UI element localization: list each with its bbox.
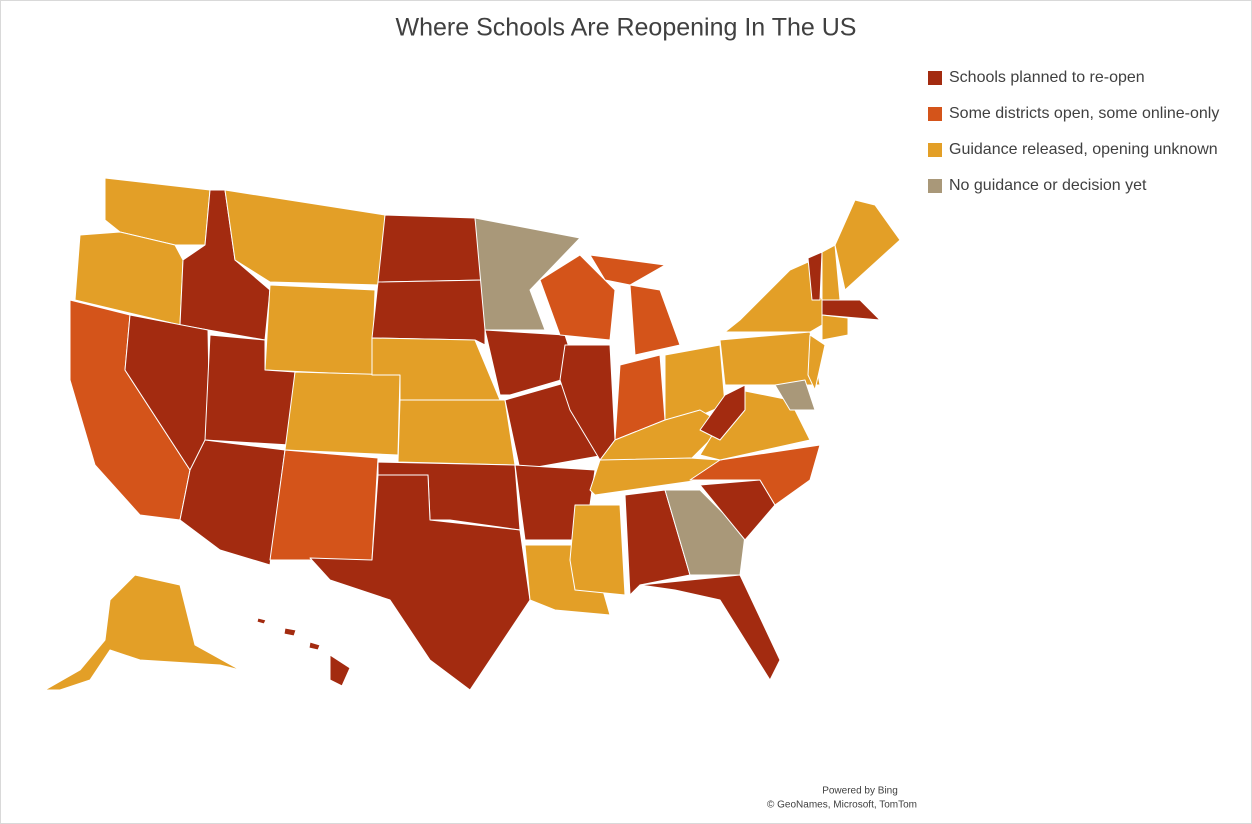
state <box>807 334 826 391</box>
state <box>629 284 681 356</box>
state <box>539 254 616 341</box>
state <box>284 371 401 456</box>
state <box>664 344 726 421</box>
state <box>224 189 386 286</box>
attribution: Powered by Bing <box>822 786 898 797</box>
state <box>397 399 516 466</box>
state <box>624 489 691 596</box>
chart-title: Where Schools Are Reopening In The US <box>396 14 857 42</box>
state <box>821 299 881 321</box>
state <box>699 384 746 441</box>
legend-label: No guidance or decision yet <box>949 177 1147 194</box>
state <box>569 504 626 596</box>
legend-swatch <box>928 179 942 193</box>
state <box>44 574 241 691</box>
attribution: © GeoNames, Microsoft, TomTom <box>767 800 917 811</box>
state <box>821 314 849 341</box>
legend: Schools planned to re-open Some districts… <box>928 69 1219 194</box>
legend-swatch <box>928 107 942 121</box>
legend-label: Schools planned to re-open <box>949 69 1145 86</box>
state <box>664 489 746 576</box>
legend-label: Some districts open, some online-only <box>949 105 1219 122</box>
state <box>308 641 321 651</box>
state <box>256 617 267 625</box>
state <box>309 474 531 691</box>
state <box>371 279 486 346</box>
state <box>639 574 781 681</box>
state <box>377 214 486 283</box>
state <box>719 331 821 386</box>
legend-swatch <box>928 71 942 85</box>
state <box>474 217 581 331</box>
state <box>484 329 579 396</box>
state <box>834 199 901 291</box>
state <box>774 379 816 411</box>
state <box>264 284 376 376</box>
state <box>269 449 379 561</box>
state <box>807 251 823 301</box>
legend-swatch <box>928 143 942 157</box>
legend-label: Guidance released, opening unknown <box>949 141 1218 158</box>
state <box>283 627 297 637</box>
map <box>44 177 901 691</box>
state <box>329 654 351 687</box>
